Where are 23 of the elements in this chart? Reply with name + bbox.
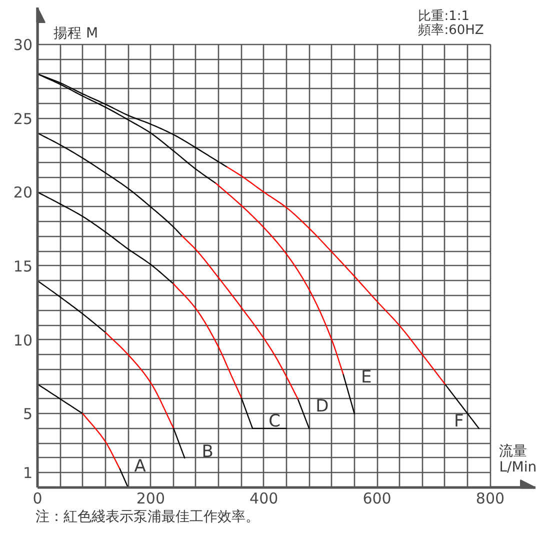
- series-label: B: [202, 442, 214, 462]
- annotation: 頻率:60HZ: [418, 22, 484, 38]
- series-label: A: [134, 456, 146, 476]
- x-tick-label: 200: [136, 490, 166, 508]
- text: 注：紅色綫表示泵浦最佳工作效率。: [36, 509, 260, 525]
- y-tick-label: 10: [13, 331, 33, 350]
- y-axis-title: 揚程 M: [54, 25, 98, 42]
- y-tick-label: 1: [22, 464, 33, 482]
- series-label: F: [454, 411, 464, 432]
- x-tick-label: 800: [476, 490, 505, 508]
- y-tick-label: 15: [13, 257, 33, 276]
- series-label: C: [268, 411, 280, 432]
- x-axis-title: 流量 L/Min: [499, 444, 537, 476]
- annotation: 比重:1:1: [418, 8, 470, 24]
- series-label: E: [361, 368, 372, 388]
- x-tick-label: 600: [362, 490, 392, 508]
- y-tick-label: 25: [13, 110, 33, 128]
- series-label: D: [316, 396, 329, 416]
- y-tick-label: 20: [13, 184, 33, 202]
- x-tick-label: 400: [250, 490, 278, 508]
- x-tick-label: 0: [32, 490, 42, 508]
- y-tick-label: 30: [13, 36, 33, 54]
- y-tick-label: 5: [22, 405, 33, 424]
